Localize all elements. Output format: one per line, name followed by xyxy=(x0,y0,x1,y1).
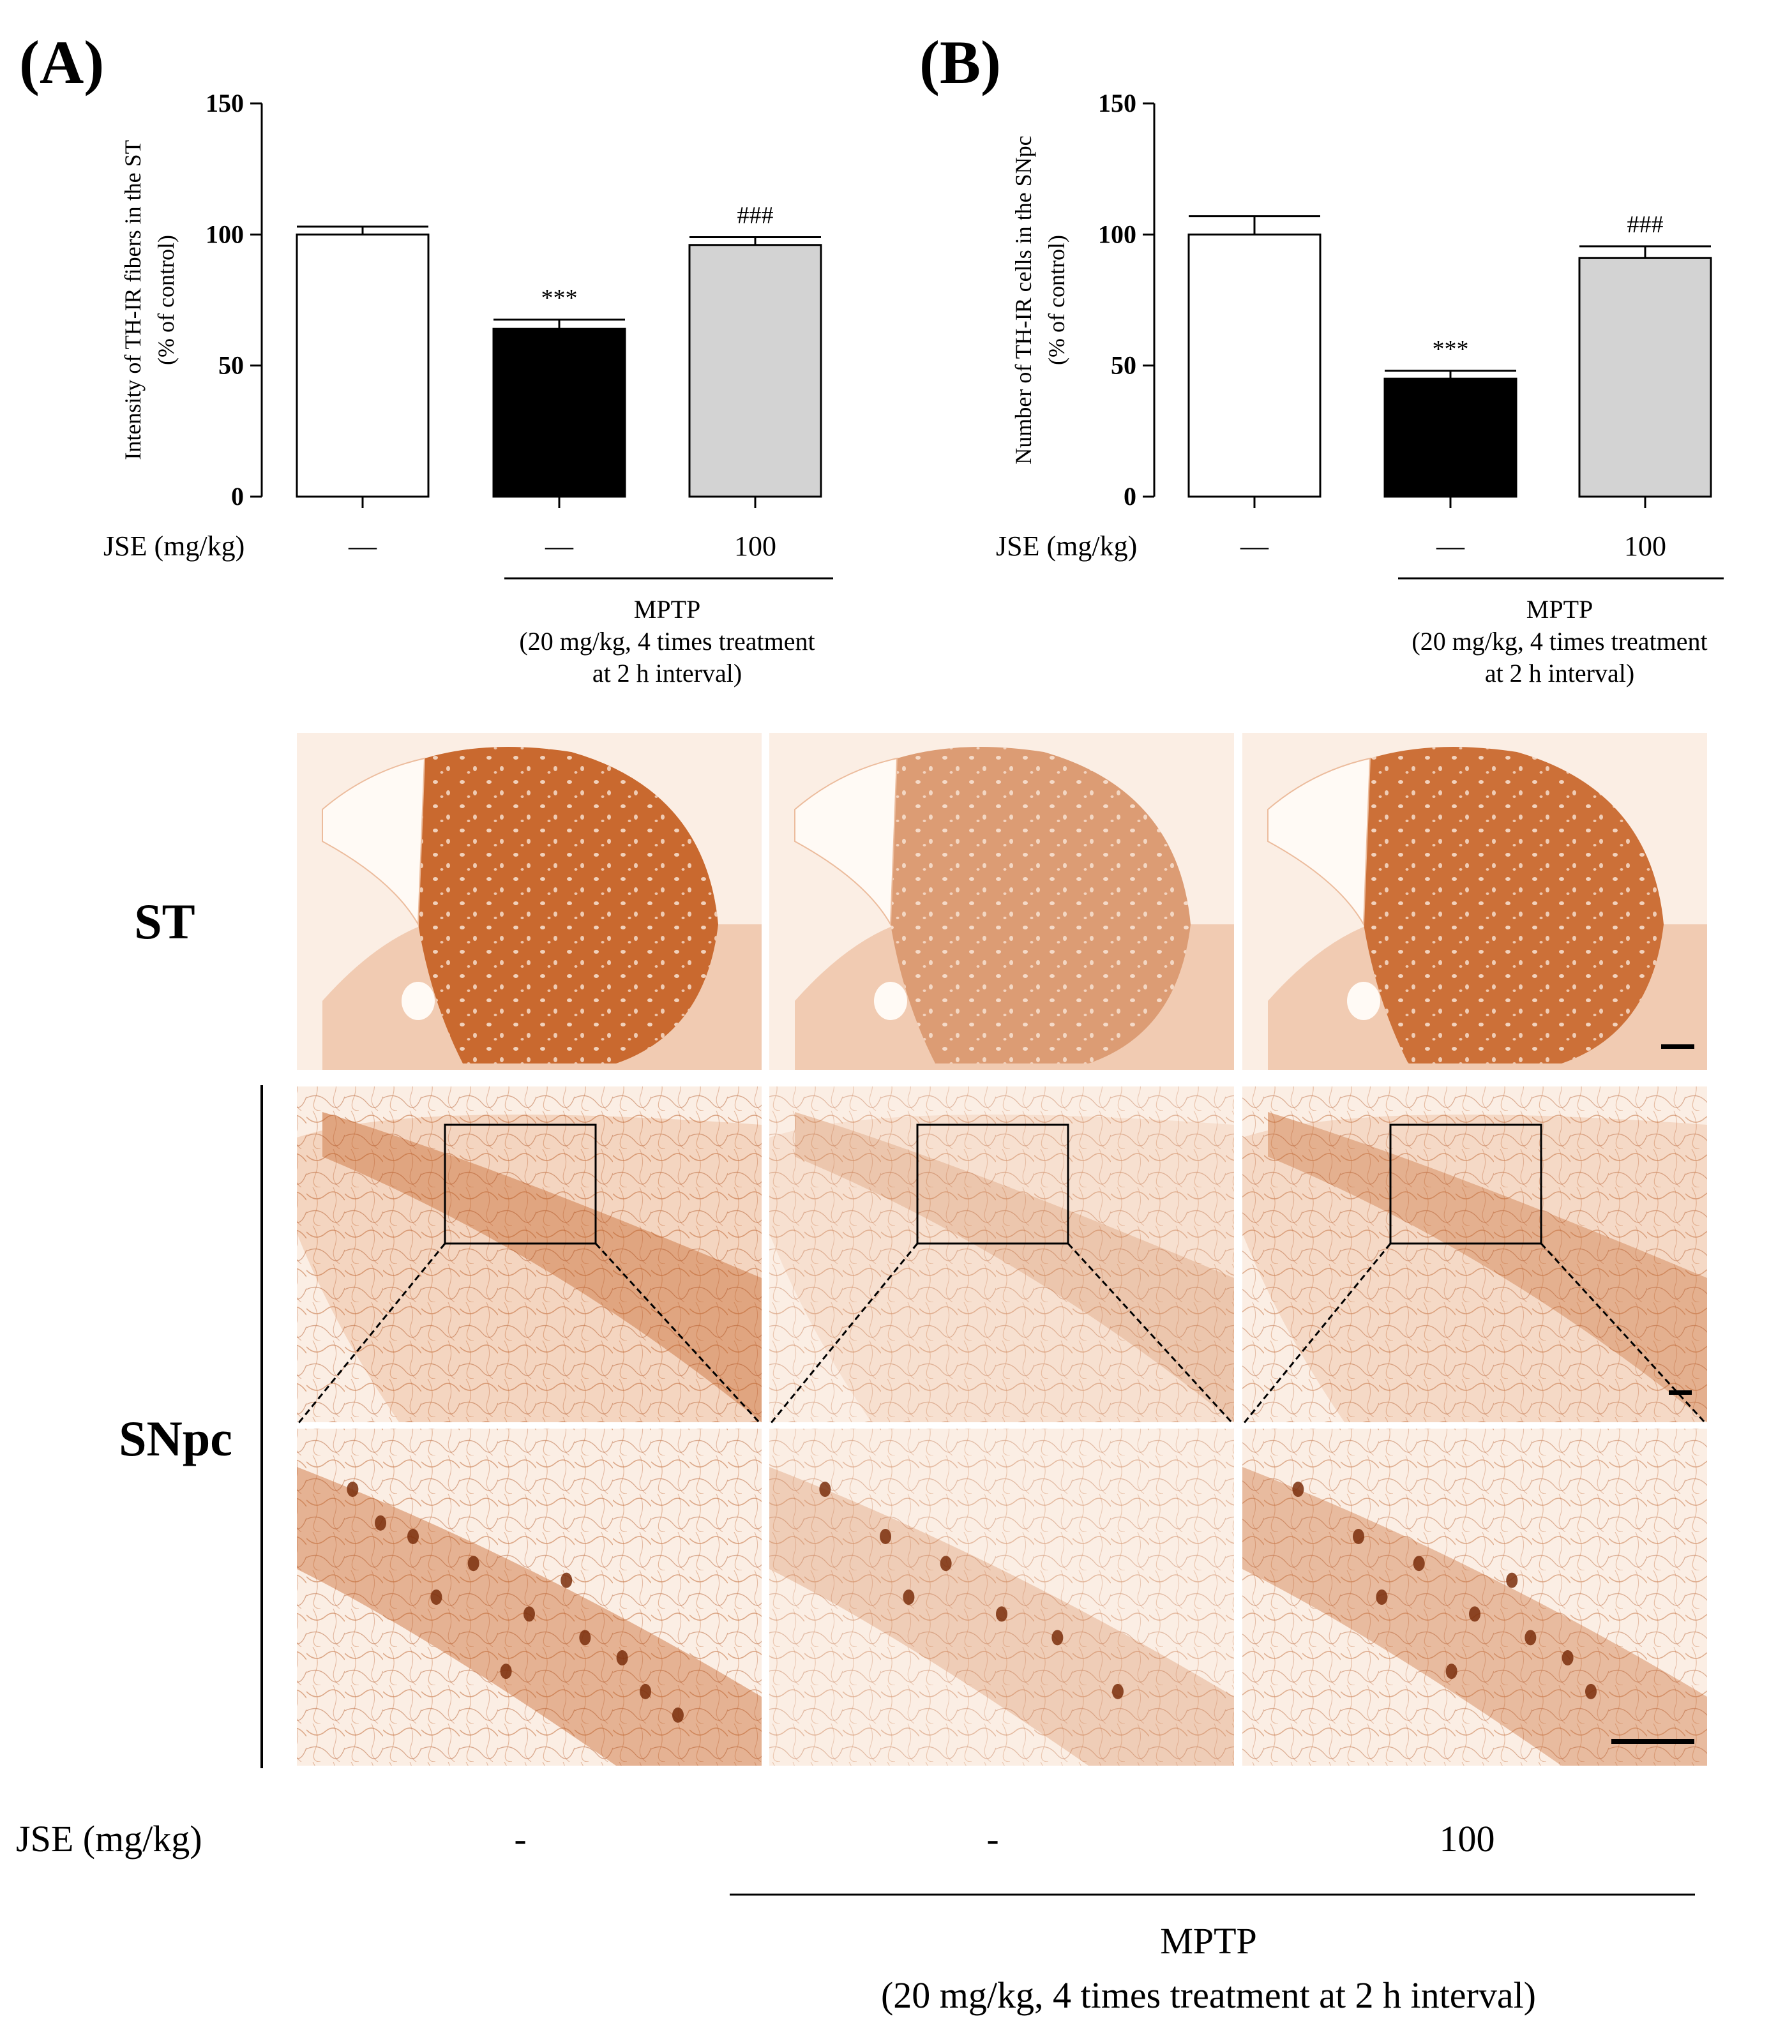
chart-b-ylabel-line1: Number of TH-IR cells in the SNpc xyxy=(1011,135,1036,464)
chart-a-ytick-label-3: 150 xyxy=(206,89,244,117)
st-micrograph-row xyxy=(297,733,1707,1070)
snpc-zoom-micrograph-0 xyxy=(297,1429,762,1766)
chart-a-bar-0 xyxy=(296,233,430,498)
bottom-group-line2: (20 mg/kg, 4 times treatment at 2 h inte… xyxy=(881,1974,1536,2016)
chart-b-group-line1: MPTP xyxy=(1526,595,1593,624)
chart-a-dose-label: JSE (mg/kg) xyxy=(103,530,245,562)
chart-a-bars: *** ### xyxy=(296,202,822,508)
snpc-zoom-micrograph-1 xyxy=(769,1429,1234,1766)
snpc-inset-box-0 xyxy=(444,1123,597,1245)
snpc-micrograph-1 xyxy=(769,1086,1234,1425)
snpc-inset-box-1 xyxy=(916,1123,1069,1245)
chart-a-group-line1: MPTP xyxy=(634,595,701,624)
row-label-snpc: SNpc xyxy=(119,1411,232,1466)
chart-a-bar-1 xyxy=(492,327,626,498)
chart-b: (B) 0 50 100 150 *** ### Number of TH-IR cel… xyxy=(919,28,1724,688)
chart-b-y-ticks: 0 50 100 150 xyxy=(1098,89,1154,511)
snpc-zoom-micrograph-row xyxy=(297,1429,1707,1766)
chart-b-dose-2: — xyxy=(1436,530,1465,562)
chart-b-group-line2: (20 mg/kg, 4 times treatment xyxy=(1412,627,1707,656)
chart-a-dose-1: — xyxy=(348,530,377,562)
chart-b-dose-3: 100 xyxy=(1624,530,1666,562)
zoom-scale-bar xyxy=(1611,1739,1694,1744)
chart-a-y-ticks: 0 50 100 150 xyxy=(206,89,262,511)
chart-b-bar-0 xyxy=(1187,233,1321,498)
panel-label-a: (A) xyxy=(19,28,104,96)
snpc-inset-guide-left-2 xyxy=(1242,1243,1392,1424)
chart-a-plot: 0 50 100 150 *** ### xyxy=(206,89,822,511)
chart-a: (A) 0 50 100 150 *** ### Intensity of TH-IR … xyxy=(19,28,833,688)
bottom-dose-2: - xyxy=(986,1818,998,1860)
chart-b-ytick-label-1: 50 xyxy=(1111,351,1136,380)
snpc-inset-guide-left-1 xyxy=(769,1243,919,1424)
chart-b-ytick-label-3: 150 xyxy=(1098,89,1136,117)
chart-b-significance-2: ### xyxy=(1627,211,1664,238)
snpc-inset-box-2 xyxy=(1389,1123,1542,1245)
chart-a-significance-2: ### xyxy=(737,202,774,229)
chart-a-group-line3: at 2 h interval) xyxy=(592,659,742,688)
chart-b-dose-1: — xyxy=(1240,530,1269,562)
bottom-dose-1: - xyxy=(514,1818,526,1860)
chart-b-dose-label: JSE (mg/kg) xyxy=(996,530,1137,562)
bottom-dose-3: 100 xyxy=(1440,1818,1495,1860)
chart-b-ylabel-line2: (% of control) xyxy=(1044,235,1069,365)
snpc-micrograph-row xyxy=(297,1086,1707,1425)
bottom-dose-label: JSE (mg/kg) xyxy=(16,1818,202,1860)
chart-b-bar-2 xyxy=(1578,257,1712,498)
chart-b-group-line3: at 2 h interval) xyxy=(1485,659,1634,688)
chart-b-plot: 0 50 100 150 *** ### xyxy=(1098,89,1712,511)
st-micrograph-2 xyxy=(1242,733,1707,1070)
chart-a-ylabel-line1: Intensity of TH-IR fibers in the ST xyxy=(120,140,146,460)
chart-b-significance-1: *** xyxy=(1433,336,1469,363)
snpc-micrograph-0 xyxy=(297,1086,762,1425)
chart-a-ytick-label-2: 100 xyxy=(206,220,244,248)
chart-a-significance-1: *** xyxy=(541,285,578,312)
snpc-scale-bar xyxy=(1669,1390,1692,1395)
snpc-inset-guide-left-0 xyxy=(297,1243,446,1424)
st-scale-bar xyxy=(1661,1044,1694,1049)
st-micrograph-0 xyxy=(297,733,762,1070)
bottom-group-line1: MPTP xyxy=(1160,1920,1257,1962)
snpc-zoom-micrograph-2 xyxy=(1242,1429,1707,1766)
panel-label-b: (B) xyxy=(919,28,1001,96)
chart-a-dose-2: — xyxy=(545,530,574,562)
snpc-micrograph-2 xyxy=(1242,1086,1707,1425)
chart-a-ytick-label-1: 50 xyxy=(218,351,244,380)
chart-b-bars: *** ### xyxy=(1187,211,1712,508)
chart-a-dose-3: 100 xyxy=(734,530,776,562)
chart-b-ytick-label-0: 0 xyxy=(1124,482,1136,511)
chart-a-bar-2 xyxy=(688,244,822,498)
row-label-st: ST xyxy=(134,894,195,949)
chart-b-bar-1 xyxy=(1383,377,1517,498)
chart-a-group-line2: (20 mg/kg, 4 times treatment xyxy=(519,627,815,656)
chart-a-ytick-label-0: 0 xyxy=(231,482,244,511)
st-micrograph-1 xyxy=(769,733,1234,1070)
chart-b-ytick-label-2: 100 xyxy=(1098,220,1136,248)
chart-a-ylabel-line2: (% of control) xyxy=(153,235,179,365)
